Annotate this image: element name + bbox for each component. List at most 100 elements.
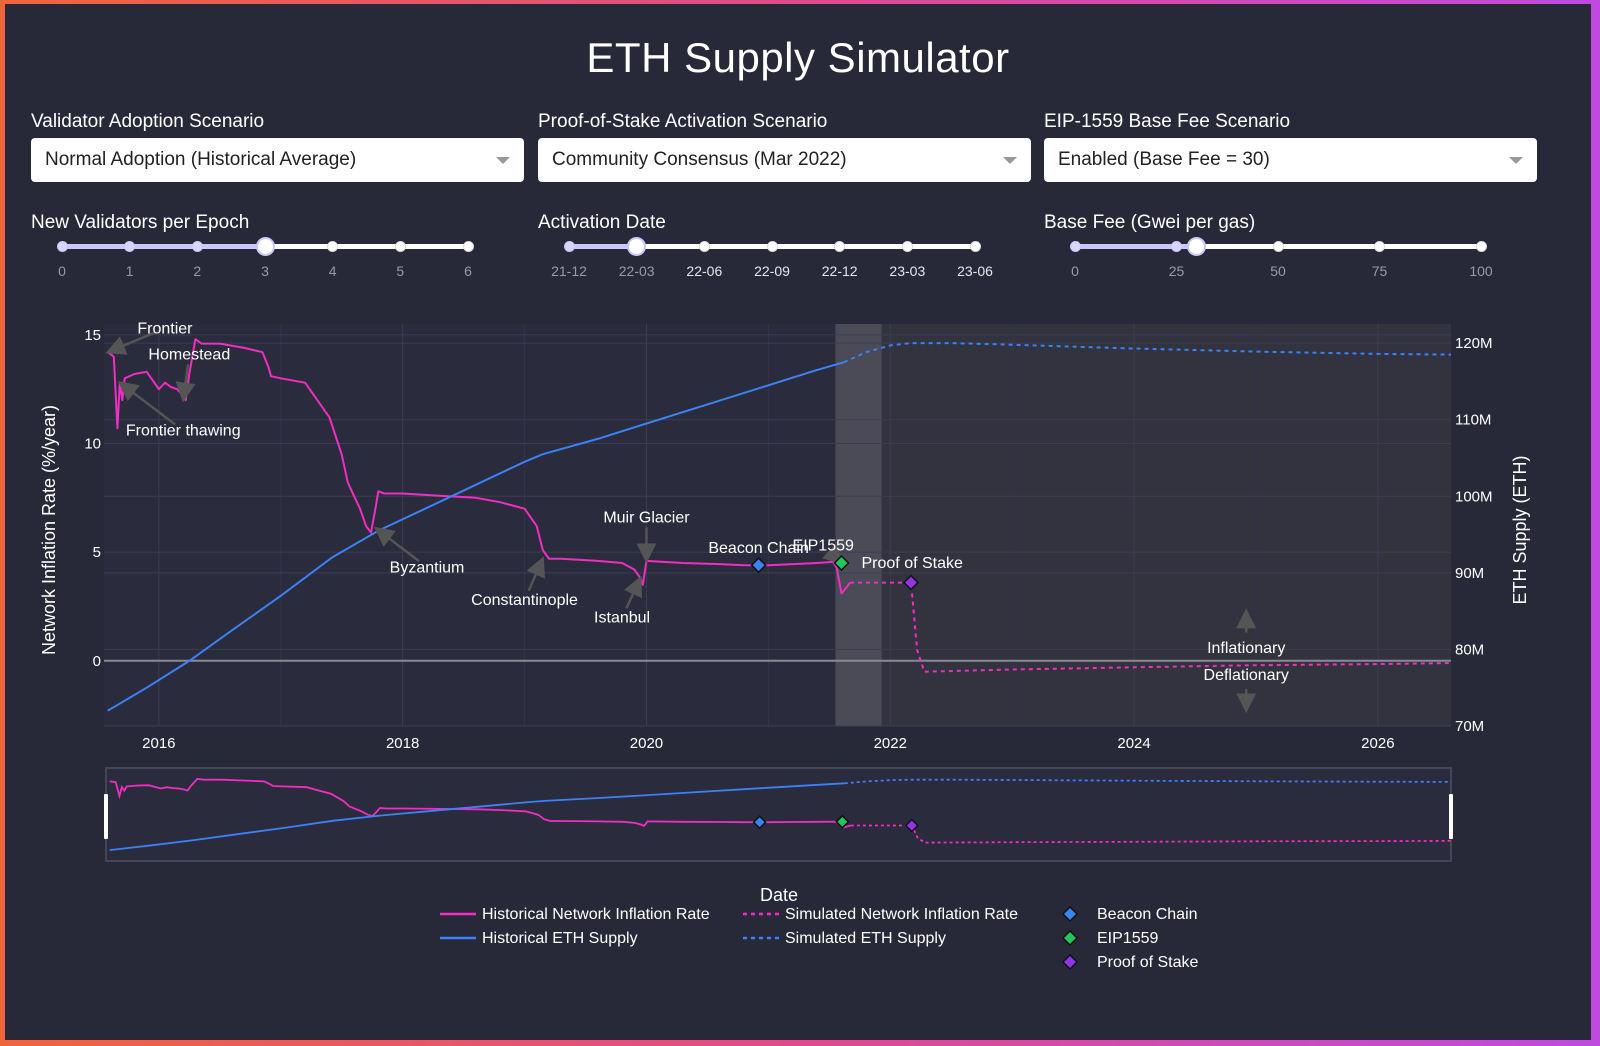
x-tick-label: 2026 bbox=[1361, 735, 1394, 752]
annotation-arrow bbox=[175, 364, 196, 403]
simulation-region bbox=[881, 324, 1451, 726]
annotation-label: Byzantium bbox=[390, 559, 465, 576]
base-fee-scenario-dropdown[interactable]: Enabled (Base Fee = 30) bbox=[1044, 138, 1537, 182]
y2-tick-label: 120M bbox=[1455, 335, 1493, 352]
pos-activation-dropdown[interactable]: Community Consensus (Mar 2022) bbox=[538, 138, 1031, 182]
basefee-slider-mark-label[interactable]: 100 bbox=[1469, 263, 1493, 279]
basefee-slider-mark-label[interactable]: 0 bbox=[1071, 263, 1079, 279]
legend-label: Proof of Stake bbox=[1097, 954, 1198, 971]
annotation-label: Muir Glacier bbox=[603, 509, 690, 526]
activation-slider-mark-label[interactable]: 22-06 bbox=[686, 263, 723, 279]
page-title: ETH Supply Simulator bbox=[586, 34, 1010, 81]
eth-supply-chart: 2016 2018 2020 2022 2024 2026 70M 80M 90M 100M 110… bbox=[39, 320, 1530, 971]
validator-adoption-dropdown[interactable]: Normal Adoption (Historical Average) bbox=[31, 138, 524, 182]
legend-label: Historical ETH Supply bbox=[482, 930, 638, 947]
validators-slider-mark-label[interactable]: 2 bbox=[193, 263, 202, 279]
validators-slider-mark-label[interactable]: 3 bbox=[261, 263, 269, 279]
legend-item[interactable]: Simulated Network Inflation Rate bbox=[743, 906, 1018, 923]
validators-slider[interactable]: 0 1 2 3 4 5 6 bbox=[56, 237, 474, 279]
annotation-arrow bbox=[526, 556, 545, 592]
legend-label: Simulated ETH Supply bbox=[785, 930, 946, 947]
validator-adoption-label: Validator Adoption Scenario bbox=[31, 111, 265, 132]
activation-slider-mark-label[interactable]: 22-12 bbox=[821, 263, 858, 279]
annotation-label: Frontier bbox=[137, 320, 193, 337]
basefee-slider-track[interactable] bbox=[1075, 244, 1197, 249]
legend-label: Historical Network Inflation Rate bbox=[482, 906, 710, 923]
activation-slider-step-dot[interactable] bbox=[766, 241, 778, 252]
range-handle-left[interactable] bbox=[104, 794, 108, 839]
activation-slider-handle[interactable] bbox=[627, 237, 647, 256]
marker-beacon-chain bbox=[750, 557, 767, 574]
annotation-arrow bbox=[623, 575, 643, 609]
range-marker bbox=[835, 814, 850, 829]
activation-slider-step-dot[interactable] bbox=[834, 241, 846, 252]
legend-item[interactable]: Simulated ETH Supply bbox=[743, 930, 946, 947]
basefee-slider-mark-label[interactable]: 25 bbox=[1168, 263, 1185, 279]
transition-band bbox=[835, 324, 882, 726]
legend-item[interactable]: Historical ETH Supply bbox=[440, 930, 638, 947]
basefee-slider-handle[interactable] bbox=[1187, 237, 1207, 256]
validators-slider-step-dot[interactable] bbox=[327, 241, 339, 252]
activation-slider-mark-label[interactable]: 22-03 bbox=[618, 263, 655, 279]
activation-slider-mark-label[interactable]: 23-03 bbox=[889, 263, 926, 279]
chevron-down-icon bbox=[496, 157, 510, 164]
annotation-label: EIP1559 bbox=[793, 538, 854, 555]
basefee-slider-step-dot[interactable] bbox=[1069, 241, 1081, 252]
basefee-slider-label: Base Fee (Gwei per gas) bbox=[1044, 212, 1256, 233]
validators-slider-mark-label[interactable]: 1 bbox=[125, 263, 134, 279]
range-marker bbox=[752, 815, 767, 830]
y2-axis-title: ETH Supply (ETH) bbox=[1510, 455, 1530, 604]
validators-slider-step-dot[interactable] bbox=[124, 241, 136, 252]
basefee-slider-mark-label[interactable]: 75 bbox=[1371, 263, 1388, 279]
activation-slider-label: Activation Date bbox=[538, 212, 666, 233]
activation-slider-mark-label[interactable]: 21-12 bbox=[551, 263, 587, 279]
validator-adoption-value: Normal Adoption (Historical Average) bbox=[45, 149, 357, 170]
activation-slider-track[interactable] bbox=[569, 244, 637, 249]
activation-slider-step-dot[interactable] bbox=[969, 241, 981, 252]
app-window: ETH Supply Simulator Validator Adoption … bbox=[5, 4, 1591, 1040]
activation-slider-step-dot[interactable] bbox=[901, 241, 913, 252]
validators-slider-step-dot[interactable] bbox=[191, 241, 203, 252]
activation-slider-mark-label[interactable]: 22-09 bbox=[754, 263, 790, 279]
validators-slider-step-dot[interactable] bbox=[394, 241, 406, 252]
basefee-slider-step-dot[interactable] bbox=[1475, 241, 1487, 252]
validators-slider-mark-label[interactable]: 0 bbox=[58, 263, 66, 279]
legend-item[interactable]: Proof of Stake bbox=[1061, 953, 1198, 971]
validators-slider-track[interactable] bbox=[62, 244, 265, 249]
activation-slider-step-dot[interactable] bbox=[563, 241, 575, 252]
y-tick-label: 15 bbox=[84, 327, 101, 344]
basefee-slider-step-dot[interactable] bbox=[1272, 241, 1284, 252]
chevron-down-icon bbox=[1003, 157, 1017, 164]
range-handle-right[interactable] bbox=[1449, 794, 1453, 839]
annotation-label: Istanbul bbox=[594, 609, 650, 626]
legend-swatch bbox=[1061, 953, 1079, 971]
annotation-arrow bbox=[373, 526, 420, 563]
basefee-slider-mark-label[interactable]: 50 bbox=[1270, 263, 1286, 279]
basefee-slider-step-dot[interactable] bbox=[1374, 241, 1385, 252]
legend-label: Beacon Chain bbox=[1097, 906, 1198, 923]
range-series bbox=[109, 777, 852, 829]
activation-date-slider[interactable]: 21-12 22-03 22-06 22-09 22-12 23-03 23-06 bbox=[551, 237, 993, 279]
series-historical-eth-supply bbox=[107, 361, 845, 712]
validators-slider-mark-label[interactable]: 5 bbox=[396, 263, 405, 279]
validators-slider-mark-label[interactable]: 6 bbox=[464, 263, 472, 279]
validators-slider-mark-label[interactable]: 4 bbox=[328, 263, 337, 279]
x-tick-label: 2018 bbox=[386, 735, 419, 752]
deflationary-label: Deflationary bbox=[1204, 667, 1289, 684]
range-marker bbox=[904, 818, 919, 833]
validators-slider-step-dot[interactable] bbox=[462, 241, 474, 252]
validators-slider-handle[interactable] bbox=[255, 237, 275, 256]
base-fee-scenario-value: Enabled (Base Fee = 30) bbox=[1058, 149, 1270, 170]
validators-slider-step-dot[interactable] bbox=[56, 241, 68, 252]
legend-item[interactable]: Historical Network Inflation Rate bbox=[440, 906, 710, 923]
basefee-slider-step-dot[interactable] bbox=[1171, 241, 1182, 252]
base-fee-slider[interactable]: 0 25 50 75 100 bbox=[1069, 237, 1493, 279]
range-series bbox=[850, 824, 1452, 844]
y2-tick-label: 80M bbox=[1455, 641, 1484, 658]
activation-slider-mark-label[interactable]: 23-06 bbox=[957, 263, 993, 279]
legend-item[interactable]: Beacon Chain bbox=[1061, 905, 1198, 923]
legend-item[interactable]: EIP1559 bbox=[1061, 929, 1158, 947]
x-tick-label: 2020 bbox=[630, 735, 663, 752]
activation-slider-step-dot[interactable] bbox=[698, 241, 710, 252]
marker-proof-of-stake bbox=[902, 574, 920, 591]
